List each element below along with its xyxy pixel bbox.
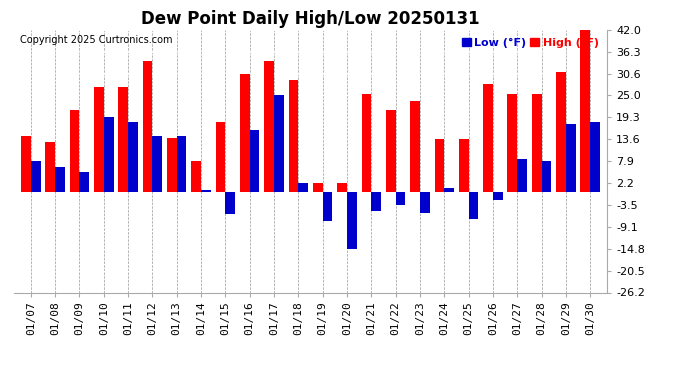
- Bar: [590, 122, 600, 192]
- Bar: [580, 30, 590, 192]
- Bar: [435, 139, 444, 192]
- Bar: [313, 183, 323, 192]
- Bar: [46, 142, 55, 192]
- Bar: [216, 122, 226, 192]
- Bar: [70, 110, 79, 192]
- Bar: [94, 87, 104, 192]
- Bar: [362, 94, 371, 192]
- Bar: [31, 161, 41, 192]
- Bar: [21, 136, 31, 192]
- Bar: [250, 130, 259, 192]
- Bar: [483, 84, 493, 192]
- Bar: [532, 94, 542, 192]
- Text: Copyright 2025 Curtronics.com: Copyright 2025 Curtronics.com: [20, 35, 172, 45]
- Bar: [371, 192, 381, 211]
- Bar: [191, 161, 201, 192]
- Bar: [152, 136, 162, 192]
- Bar: [79, 172, 89, 192]
- Bar: [274, 95, 284, 192]
- Bar: [459, 139, 469, 192]
- Title: Dew Point Daily High/Low 20250131: Dew Point Daily High/Low 20250131: [141, 10, 480, 28]
- Bar: [119, 87, 128, 192]
- Bar: [128, 122, 138, 192]
- Legend: Low (°F), High (°F): Low (°F), High (°F): [462, 38, 599, 48]
- Bar: [55, 166, 65, 192]
- Bar: [264, 61, 274, 192]
- Bar: [493, 192, 502, 200]
- Bar: [420, 192, 430, 213]
- Bar: [177, 136, 186, 192]
- Bar: [411, 101, 420, 192]
- Bar: [347, 192, 357, 249]
- Bar: [201, 190, 210, 192]
- Bar: [240, 74, 250, 192]
- Bar: [556, 72, 566, 192]
- Bar: [323, 192, 333, 220]
- Bar: [518, 159, 527, 192]
- Bar: [167, 138, 177, 192]
- Bar: [288, 80, 298, 192]
- Bar: [298, 183, 308, 192]
- Bar: [444, 188, 454, 192]
- Bar: [469, 192, 478, 219]
- Bar: [566, 124, 575, 192]
- Bar: [507, 94, 518, 192]
- Bar: [395, 192, 405, 205]
- Bar: [104, 117, 114, 192]
- Bar: [337, 183, 347, 192]
- Bar: [143, 61, 152, 192]
- Bar: [226, 192, 235, 214]
- Bar: [386, 110, 395, 192]
- Bar: [542, 161, 551, 192]
